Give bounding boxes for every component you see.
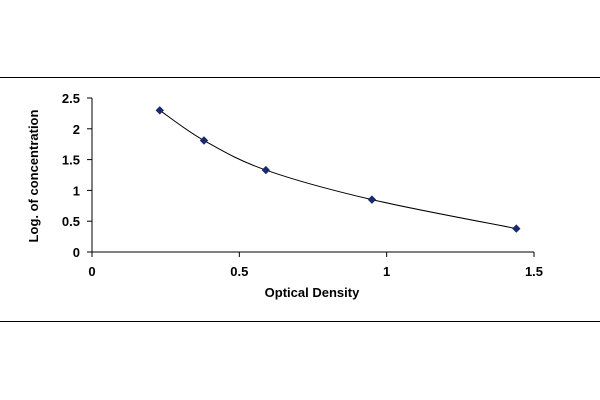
x-tick-label: 1 (383, 264, 390, 279)
x-axis-title: Optical Density (265, 285, 360, 300)
data-point (261, 165, 271, 175)
chart-frame (0, 77, 600, 322)
ticks: 0 0.5 1 1.5 0 0.5 1 1.5 2 2.5 (62, 91, 543, 279)
y-tick-label: 2 (73, 122, 80, 137)
data-point (199, 136, 209, 145)
data-point (155, 106, 164, 115)
data-point (367, 195, 377, 204)
series-line (159, 109, 517, 230)
y-tick-label: 0 (73, 245, 80, 260)
y-tick-label: 1 (73, 183, 80, 198)
data-point (512, 224, 521, 233)
y-axis-title: Log. of concentration (26, 110, 41, 243)
x-tick-label: 1.5 (525, 264, 543, 279)
series-layer (155, 106, 521, 233)
x-tick-label: 0 (88, 264, 95, 279)
axes (91, 98, 534, 253)
y-tick-label: 0.5 (62, 214, 80, 229)
y-tick-label: 2.5 (62, 91, 80, 106)
x-tick-label: 0.5 (230, 264, 248, 279)
y-tick-label: 1.5 (62, 153, 80, 168)
